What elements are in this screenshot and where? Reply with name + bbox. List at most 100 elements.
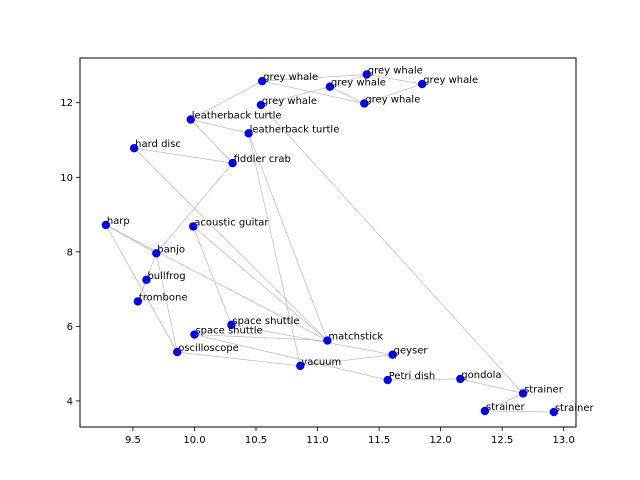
edge-line — [192, 226, 232, 325]
edge-line — [260, 104, 524, 394]
edge-line — [105, 224, 328, 341]
x-tick-label: 9.5 — [125, 435, 141, 446]
point-label: strainer — [524, 384, 564, 395]
data-point — [101, 220, 111, 230]
point-label: banjo — [157, 244, 185, 255]
y-tick-label: 4 — [67, 396, 73, 407]
data-point — [296, 361, 305, 371]
data-point — [383, 375, 392, 385]
edge-line — [364, 83, 423, 104]
point-label: hard disc — [135, 139, 181, 150]
edge-line — [262, 74, 367, 82]
data-point — [228, 158, 237, 168]
x-tick-label: 11.0 — [306, 435, 328, 446]
point-label: grey whale — [331, 78, 386, 89]
edge-line — [329, 86, 365, 104]
point-label: bullfrog — [147, 271, 185, 282]
x-tick-label: 10.5 — [245, 435, 267, 446]
edge-line — [194, 334, 388, 381]
data-point — [323, 336, 332, 345]
data-point — [518, 389, 528, 398]
edge-line — [190, 119, 233, 164]
data-point — [173, 347, 182, 357]
x-tick-label: 12.0 — [429, 435, 451, 446]
y-tick-label: 8 — [67, 247, 73, 258]
x-tick-label: 10.0 — [183, 435, 205, 446]
edge-line — [484, 410, 554, 413]
point-label: gondola — [461, 370, 501, 381]
data-point — [129, 144, 139, 153]
point-label: vacuum — [301, 357, 341, 368]
x-tick-label: 13.0 — [553, 435, 575, 446]
point-label: space shuttle — [232, 316, 299, 327]
point-label: strainer — [555, 403, 595, 414]
point-label: grey whale — [368, 65, 423, 76]
data-point — [227, 320, 236, 330]
point-label: trombone — [139, 292, 188, 303]
data-point — [190, 330, 199, 339]
edge-line — [460, 378, 524, 394]
edge-line — [194, 334, 328, 341]
edge-line — [329, 74, 367, 87]
edge-line — [190, 80, 263, 120]
y-tick-label: 10 — [60, 173, 73, 184]
data-point — [189, 222, 198, 231]
data-point — [388, 350, 397, 359]
point-label: harp — [107, 216, 130, 227]
data-point — [325, 82, 335, 91]
edge-line — [133, 147, 328, 341]
data-point — [456, 374, 465, 384]
data-point — [186, 115, 195, 124]
plot-area — [80, 58, 576, 427]
point-label: Petri dish — [389, 371, 436, 382]
point-label: oscilloscope — [178, 343, 239, 354]
edge-line — [105, 224, 178, 353]
edge-line — [156, 162, 233, 254]
edge-line — [260, 86, 330, 106]
edge-line — [193, 226, 328, 341]
edge-line — [366, 74, 423, 85]
data-point — [152, 249, 161, 258]
point-label: grey whale — [262, 96, 317, 107]
data-point — [133, 297, 143, 306]
data-point — [142, 275, 151, 284]
edge-line — [248, 133, 301, 366]
x-axis: 9.5 10.0 10.5 11.0 11.5 12.0 12.5 13.0 — [125, 427, 575, 446]
point-label: grey whale — [263, 72, 318, 83]
x-tick-label: 12.5 — [491, 435, 513, 446]
point-label: leatherback turtle — [250, 124, 340, 135]
data-point — [360, 99, 369, 108]
plot-frame — [79, 57, 577, 428]
point-label: fiddler crab — [234, 154, 291, 165]
data-point — [256, 100, 266, 110]
point-label: grey whale — [423, 75, 478, 86]
edge-line — [177, 351, 301, 367]
point-label: space shuttle — [195, 326, 262, 337]
data-point — [244, 129, 253, 138]
y-axis: 4 6 8 10 12 — [60, 98, 80, 407]
data-point — [480, 406, 490, 416]
data-point — [257, 76, 267, 86]
edge-layer — [105, 74, 554, 413]
point-label: geyser — [394, 346, 429, 357]
y-tick-label: 6 — [67, 322, 73, 333]
data-point — [549, 407, 559, 417]
point-layer — [101, 70, 559, 417]
edge-line — [190, 119, 249, 134]
point-label: strainer — [486, 402, 526, 413]
x-tick-label: 11.5 — [368, 435, 390, 446]
edge-line — [248, 133, 328, 341]
y-tick-label: 12 — [60, 98, 73, 109]
point-label: acoustic guitar — [194, 217, 269, 228]
edge-line — [156, 253, 178, 353]
data-point — [362, 70, 371, 79]
point-label: grey whale — [365, 94, 420, 105]
data-point — [417, 79, 427, 89]
point-label: matchstick — [328, 332, 383, 343]
edge-line — [134, 147, 233, 164]
edge-line — [300, 354, 393, 367]
edge-line — [484, 393, 524, 412]
edge-line — [387, 378, 461, 381]
